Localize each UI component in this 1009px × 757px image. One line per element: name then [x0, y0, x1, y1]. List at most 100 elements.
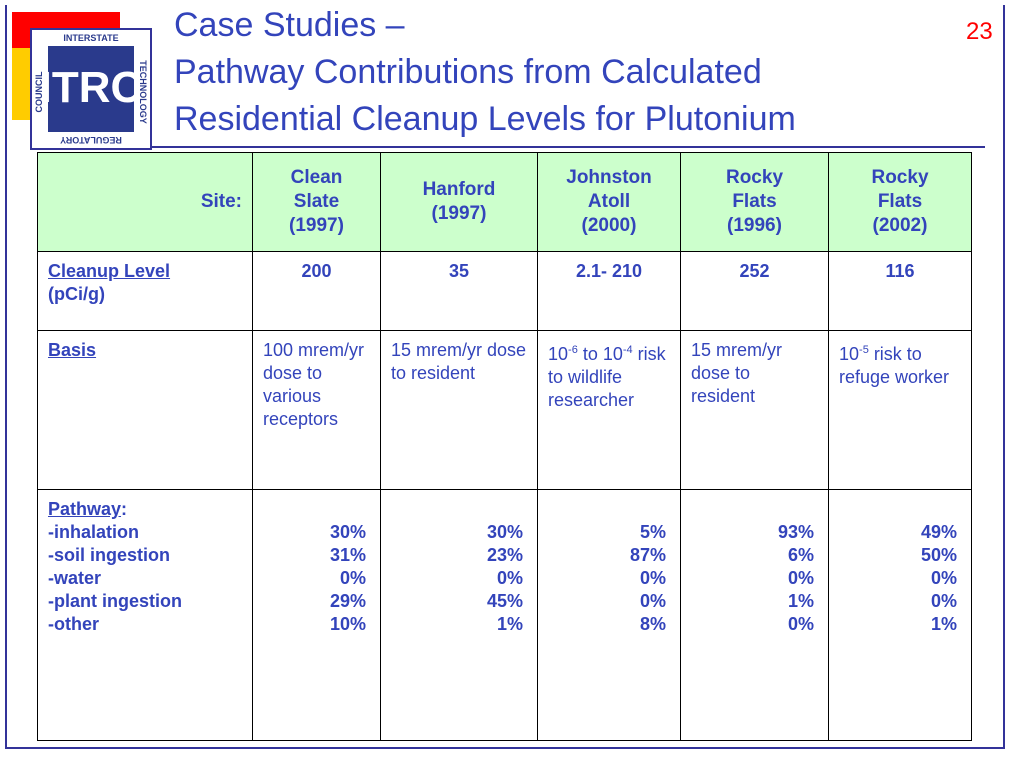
cleanup-value: 35	[380, 251, 538, 331]
site-line: (1997)	[431, 203, 487, 224]
pathway-value: 0%	[496, 568, 523, 588]
pathway-value: 50%	[920, 545, 957, 565]
basis-value: 15 mrem/yr dose to resident	[380, 330, 538, 490]
slide-frame	[5, 5, 1005, 749]
text: 15 mrem/yr dose to resident	[391, 340, 527, 383]
title-line: Pathway Contributions from Calculated	[174, 53, 762, 91]
pathway-value: 0%	[787, 568, 814, 588]
spacer	[691, 498, 814, 521]
label: Pathway	[48, 499, 122, 519]
pathway-name: -other	[48, 614, 99, 634]
pathway-values: 5% 87% 0% 0% 8%	[537, 489, 681, 741]
site-line: Clean	[290, 167, 343, 188]
pathway-value: 0%	[930, 591, 957, 611]
site-cell: Rocky Flats (1996)	[680, 152, 829, 252]
table: Site: Clean Slate (1997) Hanford (1997) Johnst…	[37, 152, 972, 741]
pathway-values: 49% 50% 0% 0% 1%	[828, 489, 972, 741]
superscript: -4	[622, 344, 633, 356]
cleanup-value: 200	[252, 251, 381, 331]
logo-text: REGULATORY	[60, 135, 122, 145]
pathway-name: -inhalation	[48, 522, 139, 542]
text: 15 mrem/yr dose to resident	[691, 340, 783, 406]
text: 100 mrem/yr dose to various receptors	[263, 340, 365, 429]
basis-value: 10-5 risk to refuge worker	[828, 330, 972, 490]
basis-value: 10-6 to 10-4 risk to wildlife researcher	[537, 330, 681, 490]
text: to 10	[577, 344, 623, 364]
pathway-value: 6%	[787, 545, 814, 565]
site-line: Hanford	[422, 179, 496, 200]
site-cell: Rocky Flats (2002)	[828, 152, 972, 252]
site-line: (1996)	[727, 215, 782, 236]
header-label: Site:	[37, 152, 253, 252]
site-line: Flats	[877, 191, 923, 212]
pathway-value: 45%	[486, 591, 523, 611]
superscript: -5	[859, 344, 869, 356]
pathway-values: 93% 6% 0% 1% 0%	[680, 489, 829, 741]
basis-value: 100 mrem/yr dose to various receptors	[252, 330, 381, 490]
pathway-values: 30% 31% 0% 29% 10%	[252, 489, 381, 741]
pathway-values: 30% 23% 0% 45% 1%	[380, 489, 538, 741]
pathway-value: 0%	[639, 568, 666, 588]
pathway-name: -soil ingestion	[48, 545, 171, 565]
pathway-value: 29%	[329, 591, 366, 611]
pathway-value: 87%	[629, 545, 666, 565]
pathway-value: 1%	[496, 614, 523, 634]
title-line: Case Studies –	[174, 6, 405, 44]
pathway-value: 49%	[920, 522, 957, 542]
pathway-value: 1%	[930, 614, 957, 634]
row-label: Basis	[37, 330, 253, 490]
site-line: Rocky	[725, 167, 784, 188]
table-body: Site: Clean Slate (1997) Hanford (1997) Johnst…	[37, 152, 972, 741]
pathway-value: 10%	[329, 614, 366, 634]
pathway-value: 93%	[777, 522, 814, 542]
pathway-value: 0%	[639, 591, 666, 611]
pathway-heading: Pathway:	[48, 498, 242, 521]
site-line: (2000)	[581, 215, 637, 236]
text: 10	[548, 344, 569, 364]
cleanup-row: Cleanup Level (pCi/g) 200 35 2.1- 210 252 116	[37, 251, 972, 331]
pathway-value: 30%	[329, 522, 366, 542]
pathway-value: 8%	[639, 614, 666, 634]
title: Case Studies – Pathway Contributions from…	[174, 2, 796, 143]
superscript: -6	[568, 344, 578, 356]
pathway-value: 30%	[486, 522, 523, 542]
site-line: Slate	[293, 191, 340, 212]
site-line: Johnston	[566, 167, 652, 188]
row-label: Pathway: -inhalation -soil ingestion -water…	[37, 489, 253, 741]
logo-text: COUNCIL	[34, 71, 44, 112]
basis-value: 15 mrem/yr dose to resident	[680, 330, 829, 490]
pathway-value: 23%	[486, 545, 523, 565]
title-line: Residential Cleanup Levels for Plutonium	[174, 100, 796, 138]
cleanup-value: 252	[680, 251, 829, 331]
row-label: Cleanup Level (pCi/g)	[37, 251, 253, 331]
label: Cleanup Level	[48, 261, 171, 281]
pathway-row: Pathway: -inhalation -soil ingestion -water…	[37, 489, 972, 741]
basis-row: Basis 100 mrem/yr dose to various recepto…	[37, 330, 972, 490]
logo-text: TECHNOLOGY	[138, 60, 148, 124]
text: risk to wildlife researcher	[548, 344, 666, 410]
spacer	[263, 498, 366, 521]
pathway-value: 0%	[787, 614, 814, 634]
site-cell: Johnston Atoll (2000)	[537, 152, 681, 252]
pathway-value: 1%	[787, 591, 814, 611]
text: 10	[839, 344, 860, 364]
site-line: Rocky	[871, 167, 929, 188]
spacer	[839, 498, 957, 521]
spacer	[548, 498, 666, 521]
title-rule	[150, 146, 985, 148]
slide-number: 23	[966, 18, 993, 45]
cleanup-value: 116	[828, 251, 972, 331]
logo-mark: ITRC	[40, 63, 143, 112]
pathway-value: 0%	[930, 568, 957, 588]
pathway-name: -water	[48, 568, 102, 588]
logo: ITRC INTERSTATE REGULATORY TECHNOLOGY CO…	[30, 28, 152, 150]
logo-core	[48, 46, 134, 132]
colon: :	[121, 499, 128, 519]
site-line: Atoll	[587, 191, 631, 212]
pathway-name: -plant ingestion	[48, 591, 182, 611]
unit: (pCi/g)	[48, 284, 105, 304]
pathway-value: 5%	[639, 522, 666, 542]
spacer	[391, 498, 523, 521]
label: Basis	[48, 340, 97, 360]
